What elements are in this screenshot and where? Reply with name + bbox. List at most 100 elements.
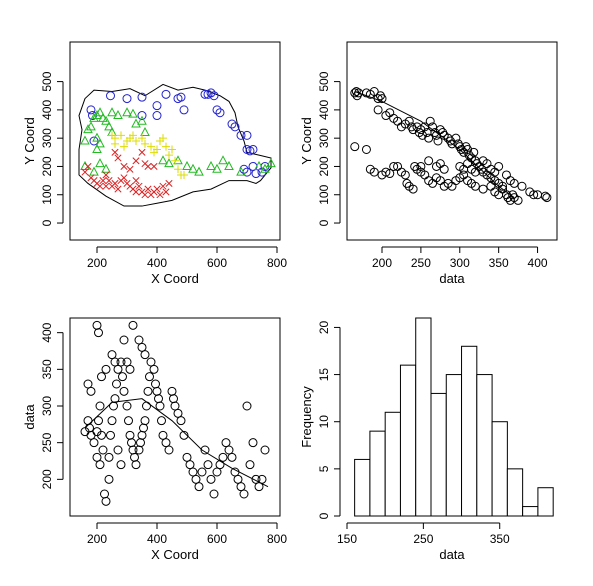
data-point — [529, 190, 539, 200]
data-point — [106, 430, 115, 440]
data-point — [218, 155, 228, 165]
data-point — [102, 171, 110, 179]
data-point — [124, 416, 133, 426]
data-point — [385, 169, 395, 179]
data-point — [104, 474, 114, 484]
data-point — [233, 474, 243, 484]
data-point — [221, 438, 231, 448]
data-point — [185, 460, 195, 470]
data-point — [116, 460, 126, 470]
data-point — [158, 155, 168, 165]
data-point — [99, 177, 107, 185]
x-axis-label: X Coord — [151, 271, 199, 286]
histogram-bar — [476, 374, 493, 517]
y-tick-label: 400 — [40, 322, 54, 342]
data-point — [472, 159, 482, 169]
data-point — [200, 445, 210, 455]
data-point — [107, 416, 117, 426]
data-point — [137, 111, 147, 121]
data-point — [138, 134, 146, 143]
data-point — [425, 116, 435, 126]
data-point — [513, 195, 523, 205]
data-point — [350, 142, 360, 152]
plot-frame — [69, 317, 281, 517]
data-point — [132, 188, 140, 196]
region-outline — [78, 83, 272, 207]
data-point — [136, 438, 145, 448]
data-point — [83, 379, 93, 389]
data-point — [156, 191, 164, 199]
y-tick-label: 0 — [317, 512, 331, 519]
data-point — [162, 142, 170, 151]
data-point — [203, 460, 213, 470]
data-point — [494, 190, 504, 200]
data-point — [86, 386, 96, 396]
data-point — [146, 357, 156, 367]
y-tick-label: 0 — [40, 219, 54, 226]
data-point — [469, 147, 479, 157]
histogram-bar — [537, 487, 554, 517]
data-point — [494, 161, 504, 171]
data-point — [81, 168, 89, 176]
data-point — [381, 167, 391, 177]
data-point — [140, 126, 150, 137]
data-point — [182, 452, 192, 462]
x-tick-label: 250 — [411, 256, 431, 270]
data-point — [94, 328, 103, 338]
data-point — [101, 115, 111, 125]
data-point — [470, 167, 480, 177]
data-point — [137, 342, 147, 352]
data-point — [501, 170, 511, 180]
data-point — [92, 132, 102, 142]
data-point — [215, 108, 225, 118]
data-point — [128, 320, 138, 330]
data-point — [209, 489, 219, 499]
data-point — [142, 401, 151, 411]
data-point — [113, 445, 123, 455]
data-point — [94, 416, 103, 426]
panel-top-left: 200 400 600 800 X Coord 0 100 200 300 400 500 Y Coo… — [22, 41, 287, 286]
data-point — [120, 142, 128, 151]
data-point — [89, 112, 99, 122]
data-point — [227, 119, 237, 129]
histogram-bar — [369, 430, 386, 517]
x-tick-label: 400 — [147, 256, 167, 270]
data-point — [417, 130, 427, 140]
y-tick-label: 500 — [317, 71, 331, 91]
data-point — [236, 130, 246, 140]
data-point — [351, 87, 361, 96]
data-point — [248, 144, 258, 154]
data-point — [95, 158, 105, 168]
data-point — [126, 165, 134, 173]
data-point — [167, 386, 177, 396]
data-point — [152, 386, 162, 396]
data-point — [98, 445, 108, 455]
data-point — [224, 160, 234, 170]
data-point — [112, 379, 121, 389]
y-tick-label: 350 — [40, 359, 54, 379]
data-point — [101, 364, 111, 374]
data-point — [188, 467, 198, 477]
data-point — [236, 482, 246, 492]
y-tick-label: 400 — [40, 100, 54, 120]
y-tick-label: 400 — [317, 100, 331, 120]
data-point — [245, 460, 255, 470]
data-point — [95, 107, 105, 117]
data-point — [140, 416, 150, 426]
data-point — [83, 124, 93, 134]
y-tick-label: 500 — [40, 71, 54, 91]
data-point — [158, 430, 168, 440]
y-axis-label: Frequency — [299, 386, 314, 448]
data-point — [404, 116, 414, 126]
histogram-bar — [506, 468, 524, 517]
data-point — [410, 161, 420, 171]
data-point — [132, 157, 140, 165]
data-point — [361, 144, 371, 154]
x-tick-label: 200 — [87, 532, 107, 546]
data-point — [89, 438, 99, 448]
data-point — [209, 91, 219, 101]
data-point — [132, 137, 140, 145]
data-point — [137, 115, 147, 125]
data-point — [212, 163, 222, 173]
